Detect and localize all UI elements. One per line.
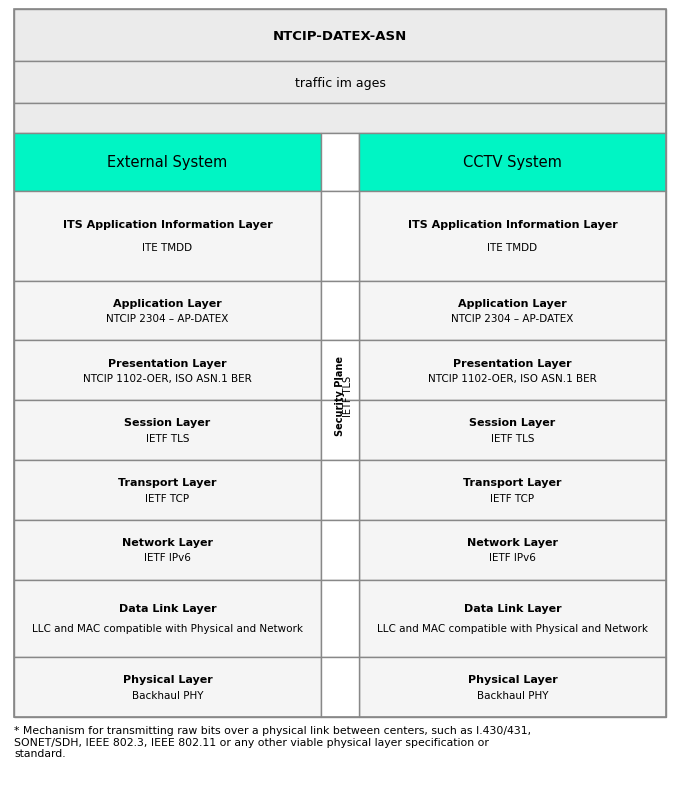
Text: Security Plane: Security Plane bbox=[335, 356, 345, 436]
Text: NTCIP 2304 – AP-DATEX: NTCIP 2304 – AP-DATEX bbox=[106, 314, 228, 324]
Bar bbox=[14, 10, 666, 62]
Bar bbox=[359, 460, 666, 520]
Text: Transport Layer: Transport Layer bbox=[118, 478, 217, 487]
Bar bbox=[14, 134, 321, 192]
Text: LLC and MAC compatible with Physical and Network: LLC and MAC compatible with Physical and… bbox=[377, 624, 648, 634]
Bar bbox=[321, 341, 359, 401]
Text: Application Layer: Application Layer bbox=[458, 299, 567, 308]
Bar bbox=[321, 192, 359, 281]
Bar bbox=[14, 281, 321, 341]
Text: Data Link Layer: Data Link Layer bbox=[464, 604, 561, 613]
Bar bbox=[359, 401, 666, 460]
Bar bbox=[14, 104, 666, 134]
Bar bbox=[359, 580, 666, 658]
Text: LLC and MAC compatible with Physical and Network: LLC and MAC compatible with Physical and… bbox=[32, 624, 303, 634]
Text: NTCIP 2304 – AP-DATEX: NTCIP 2304 – AP-DATEX bbox=[452, 314, 574, 324]
Text: Data Link Layer: Data Link Layer bbox=[119, 604, 216, 613]
Bar bbox=[14, 401, 321, 460]
Text: IETF IPv6: IETF IPv6 bbox=[489, 552, 536, 563]
Text: ITE TMDD: ITE TMDD bbox=[488, 243, 538, 253]
Bar bbox=[14, 580, 321, 658]
Bar bbox=[321, 281, 359, 341]
Bar bbox=[14, 10, 666, 717]
Text: traffic im ages: traffic im ages bbox=[294, 76, 386, 89]
Text: Presentation Layer: Presentation Layer bbox=[108, 358, 227, 368]
Bar bbox=[359, 192, 666, 281]
Bar bbox=[359, 341, 666, 401]
Text: Physical Layer: Physical Layer bbox=[122, 675, 212, 684]
Bar bbox=[321, 580, 359, 658]
Text: IETF TCP: IETF TCP bbox=[146, 493, 190, 503]
Text: Session Layer: Session Layer bbox=[124, 418, 211, 428]
Text: ITS Application Information Layer: ITS Application Information Layer bbox=[407, 220, 617, 230]
Text: Backhaul PHY: Backhaul PHY bbox=[132, 690, 203, 700]
Text: IETF TLS: IETF TLS bbox=[491, 434, 534, 443]
Text: Session Layer: Session Layer bbox=[469, 418, 556, 428]
Bar bbox=[359, 134, 666, 192]
Text: Transport Layer: Transport Layer bbox=[463, 478, 562, 487]
Bar bbox=[321, 658, 359, 717]
Text: CCTV System: CCTV System bbox=[463, 155, 562, 170]
Text: Network Layer: Network Layer bbox=[467, 537, 558, 547]
Text: Application Layer: Application Layer bbox=[113, 299, 222, 308]
Bar bbox=[321, 520, 359, 580]
Text: ITS Application Information Layer: ITS Application Information Layer bbox=[63, 220, 273, 230]
Text: IETF TLS: IETF TLS bbox=[146, 434, 189, 443]
Bar bbox=[321, 134, 359, 192]
Bar bbox=[359, 658, 666, 717]
Bar bbox=[359, 281, 666, 341]
Text: ITE TMDD: ITE TMDD bbox=[142, 243, 192, 253]
Bar bbox=[321, 401, 359, 460]
Bar bbox=[14, 658, 321, 717]
Text: IETF TLS: IETF TLS bbox=[343, 375, 353, 416]
Text: * Mechanism for transmitting raw bits over a physical link between centers, such: * Mechanism for transmitting raw bits ov… bbox=[14, 725, 531, 758]
Text: NTCIP 1102-OER, ISO ASN.1 BER: NTCIP 1102-OER, ISO ASN.1 BER bbox=[428, 373, 597, 384]
Bar bbox=[14, 341, 321, 401]
Text: NTCIP 1102-OER, ISO ASN.1 BER: NTCIP 1102-OER, ISO ASN.1 BER bbox=[83, 373, 252, 384]
Bar bbox=[14, 520, 321, 580]
Text: Presentation Layer: Presentation Layer bbox=[453, 358, 572, 368]
Bar bbox=[14, 460, 321, 520]
Text: Network Layer: Network Layer bbox=[122, 537, 213, 547]
Bar bbox=[321, 460, 359, 520]
Bar bbox=[14, 62, 666, 104]
Text: Physical Layer: Physical Layer bbox=[468, 675, 558, 684]
Bar bbox=[14, 192, 321, 281]
Text: IETF IPv6: IETF IPv6 bbox=[144, 552, 191, 563]
Text: Backhaul PHY: Backhaul PHY bbox=[477, 690, 548, 700]
Text: External System: External System bbox=[107, 155, 228, 170]
Bar bbox=[359, 520, 666, 580]
Text: NTCIP-DATEX-ASN: NTCIP-DATEX-ASN bbox=[273, 30, 407, 43]
Text: IETF TCP: IETF TCP bbox=[490, 493, 534, 503]
